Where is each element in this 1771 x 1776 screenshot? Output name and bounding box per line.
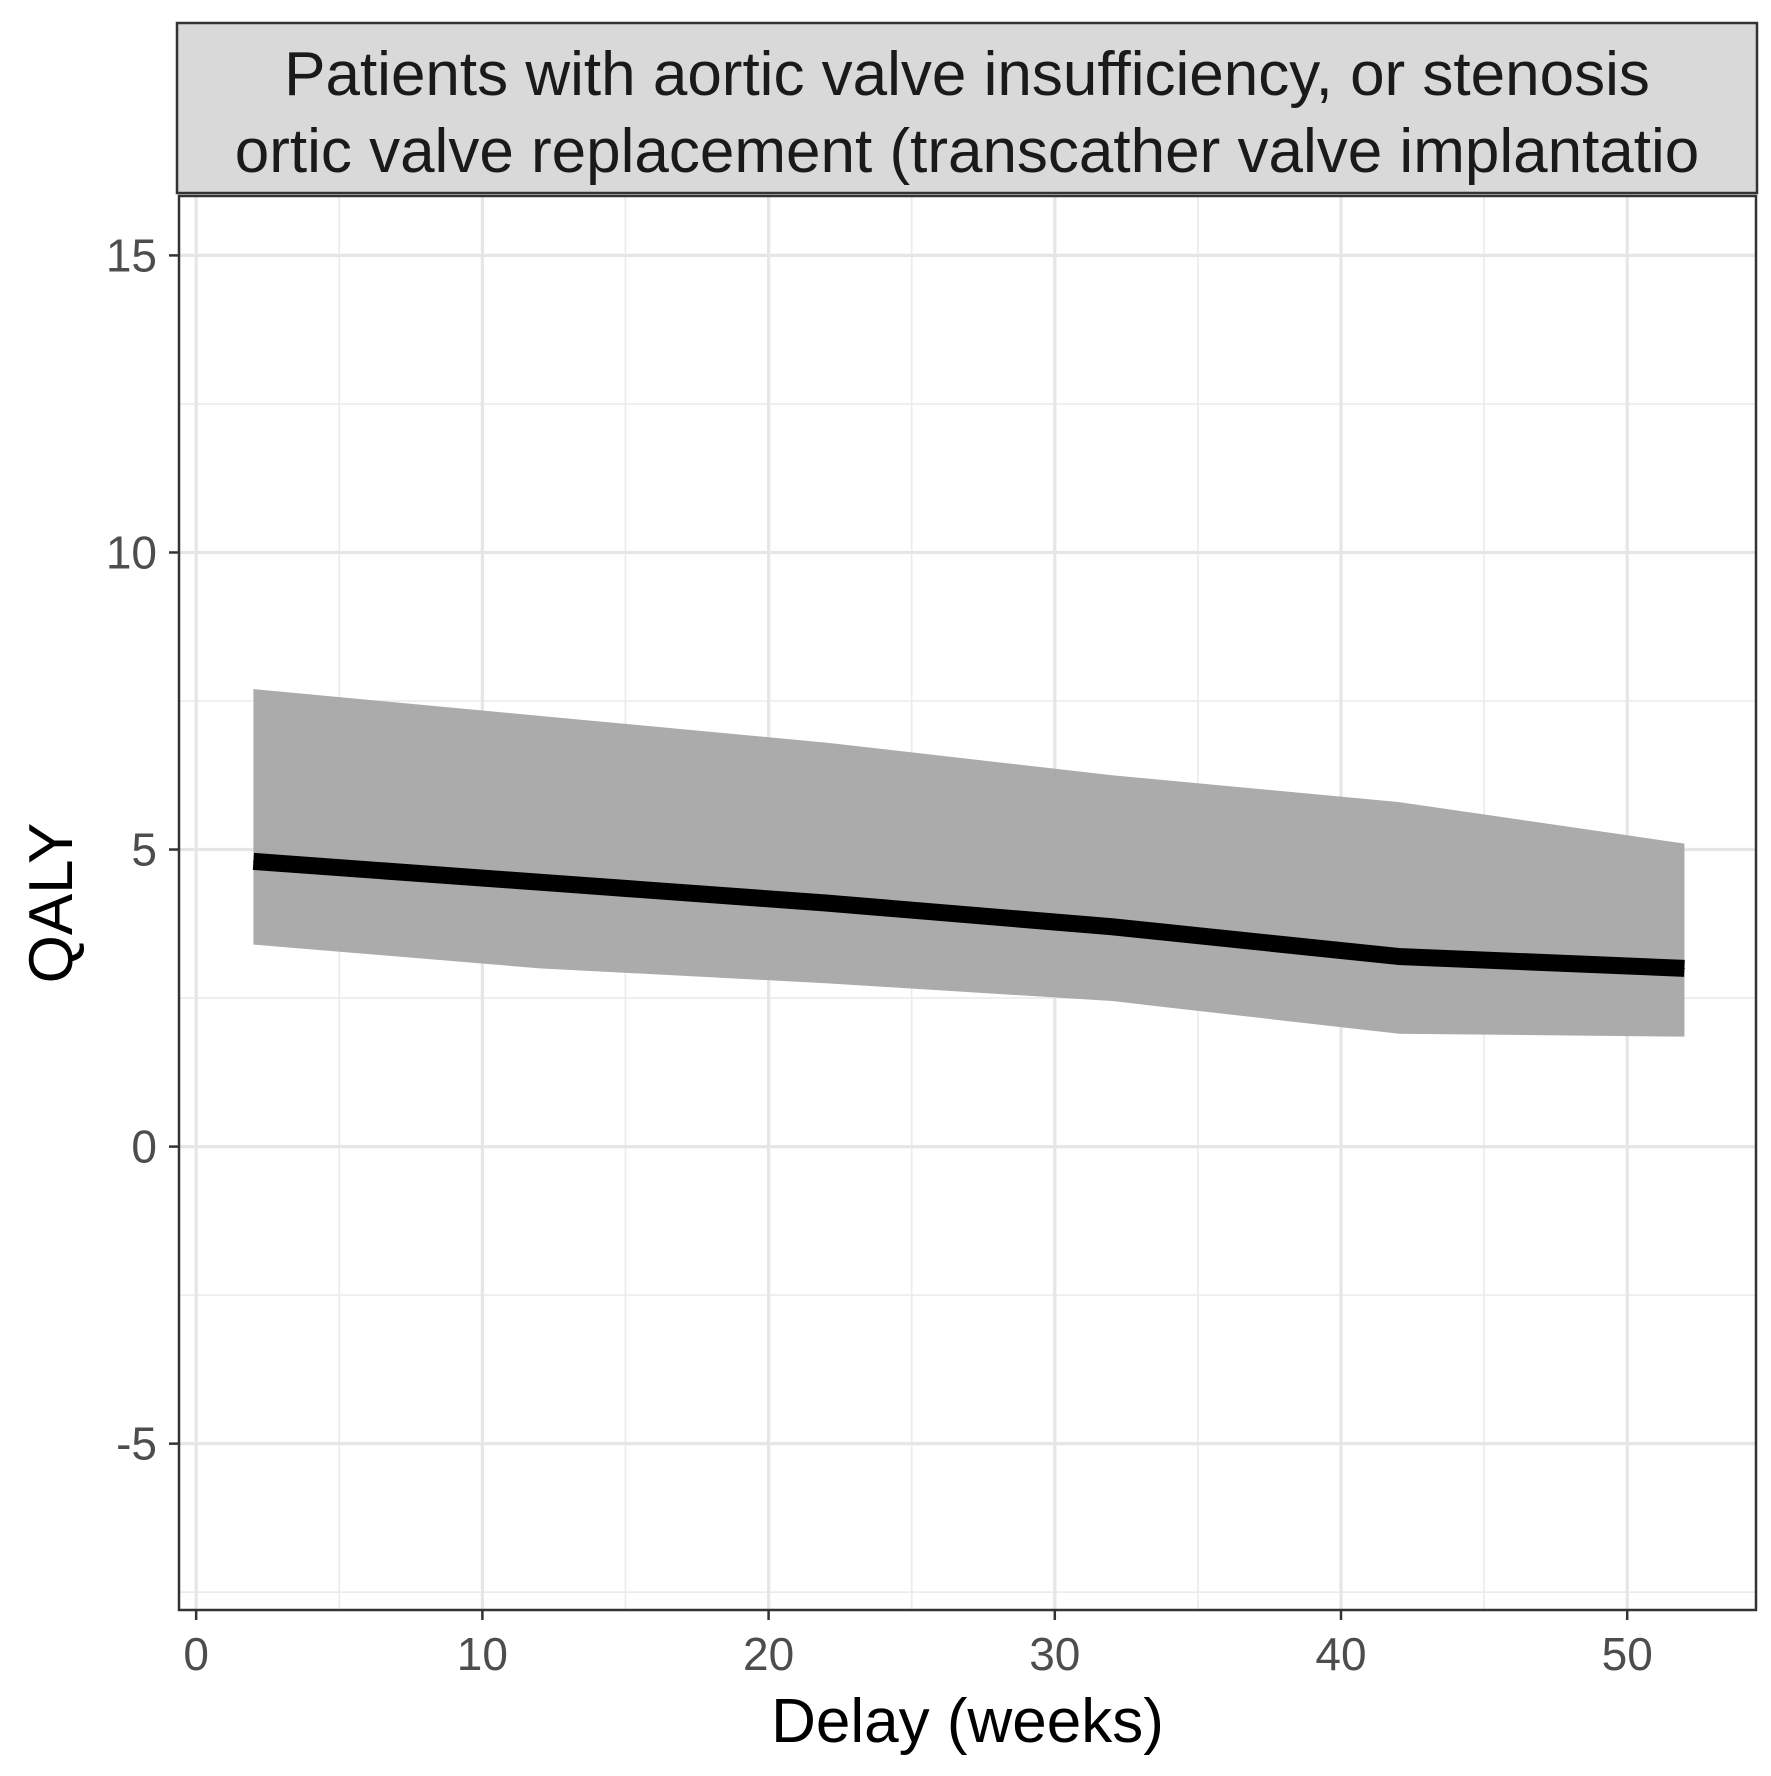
- panel-strip-background: [175, 21, 1759, 195]
- x-tick-label: 0: [183, 1628, 209, 1680]
- y-tick-label: 0: [131, 1121, 157, 1173]
- x-tick-label: 10: [457, 1628, 508, 1680]
- axes: 0 10 20 30 40 50 -5 0 5 10 15: [106, 229, 1653, 1680]
- axis-titles: Delay (weeks) QALY: [17, 823, 1164, 1756]
- plot-panel: [177, 194, 1758, 1612]
- qaly-point: [1683, 967, 1685, 969]
- qaly-point: [825, 902, 827, 904]
- y-tick-label: 15: [106, 229, 157, 281]
- qaly-point: [1397, 955, 1399, 957]
- x-tick-label: 20: [743, 1628, 794, 1680]
- qaly-point: [539, 881, 541, 883]
- qaly-line: [252, 852, 1685, 977]
- qaly-point: [252, 860, 254, 862]
- x-tick-label: 50: [1602, 1628, 1653, 1680]
- panel-title-line: Patients with aortic valve insufficiency…: [284, 40, 1650, 109]
- y-tick-label: 5: [131, 824, 157, 876]
- panel-strip: Patients with aortic valve insufficiency…: [175, 21, 1759, 195]
- y-tick-label: -5: [116, 1418, 157, 1470]
- y-tick-label: 10: [106, 526, 157, 578]
- qaly-point: [1111, 926, 1113, 928]
- x-tick-label: 30: [1029, 1628, 1080, 1680]
- x-axis-title: Delay (weeks): [771, 1687, 1164, 1756]
- panel-border: [177, 194, 1758, 1612]
- x-tick-label: 40: [1315, 1628, 1366, 1680]
- panel-title-line: ortic valve replacement (transcather val…: [235, 117, 1700, 186]
- y-axis-title: QALY: [17, 823, 86, 984]
